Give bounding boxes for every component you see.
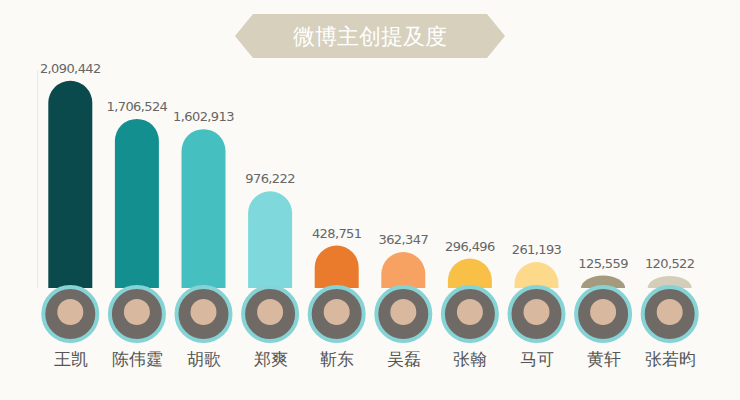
avatar-face xyxy=(657,299,683,325)
x-tick-label: 王凯 xyxy=(54,349,88,369)
x-tick-label: 郑爽 xyxy=(254,349,288,369)
avatar-face xyxy=(590,299,616,325)
data-label: 976,222 xyxy=(245,171,295,186)
data-label: 428,751 xyxy=(312,226,362,241)
bar xyxy=(381,252,425,288)
avatar xyxy=(43,287,97,341)
data-label: 1,602,913 xyxy=(173,109,234,124)
data-label: 2,090,442 xyxy=(40,61,101,76)
x-axis-line xyxy=(38,341,704,342)
avatar xyxy=(510,287,564,341)
x-tick: 陈伟霆 xyxy=(112,341,163,369)
avatar-face xyxy=(524,299,550,325)
avatar-face xyxy=(390,299,416,325)
avatar xyxy=(376,287,430,341)
y-axis-line xyxy=(37,71,38,289)
x-tick-label: 张翰 xyxy=(453,349,487,369)
data-label: 296,496 xyxy=(445,239,495,254)
avatar-face xyxy=(257,299,283,325)
avatar xyxy=(243,287,297,341)
x-tick: 郑爽 xyxy=(254,341,288,369)
bars xyxy=(48,81,691,288)
x-tick: 靳东 xyxy=(320,341,354,369)
title: 微博主创提及度 xyxy=(293,24,447,49)
chart: 微博主创提及度 2,090,442 1,706,524 1,602,913 976,22… xyxy=(0,0,740,400)
avatar-face xyxy=(57,299,83,325)
avatar xyxy=(110,287,164,341)
avatar-face xyxy=(457,299,483,325)
avatar-face xyxy=(124,299,150,325)
x-tick-label: 张若昀 xyxy=(645,349,696,369)
x-tick: 马可 xyxy=(520,341,554,369)
x-tick: 胡歌 xyxy=(187,341,221,369)
x-tick: 吴磊 xyxy=(387,341,421,369)
bar xyxy=(248,191,292,288)
data-labels: 2,090,442 1,706,524 1,602,913 976,222 428,75… xyxy=(40,61,695,271)
x-tick: 王凯 xyxy=(54,341,88,369)
bar xyxy=(115,119,159,288)
x-tick: 张翰 xyxy=(453,341,487,369)
x-tick-label: 陈伟霆 xyxy=(112,349,163,369)
data-label: 261,193 xyxy=(512,242,562,257)
data-label: 362,347 xyxy=(379,232,429,247)
x-tick-label: 胡歌 xyxy=(187,349,221,369)
bar xyxy=(182,129,226,288)
x-axis: 王凯 陈伟霆 胡歌 郑爽 靳东 吴磊 张翰 马可 黄轩 张若昀 xyxy=(38,341,704,369)
x-tick: 张若昀 xyxy=(645,341,696,369)
x-tick: 黄轩 xyxy=(587,341,621,369)
avatar xyxy=(310,287,364,341)
x-tick-label: 吴磊 xyxy=(387,349,421,369)
title-banner xyxy=(235,14,505,58)
y-axis xyxy=(37,71,38,289)
avatar xyxy=(576,287,630,341)
bar xyxy=(515,262,559,288)
data-label: 120,522 xyxy=(645,256,695,271)
x-tick-label: 黄轩 xyxy=(587,349,621,369)
data-label: 1,706,524 xyxy=(107,99,168,114)
avatar xyxy=(443,287,497,341)
data-label: 125,559 xyxy=(578,256,628,271)
avatar xyxy=(643,287,697,341)
bar xyxy=(48,81,92,288)
bar xyxy=(448,259,492,288)
avatar-face xyxy=(324,299,350,325)
background xyxy=(0,0,740,400)
avatar xyxy=(177,287,231,341)
avatar-face xyxy=(191,299,217,325)
x-tick-label: 靳东 xyxy=(320,349,354,369)
x-tick-label: 马可 xyxy=(520,349,554,369)
avatars xyxy=(43,287,696,341)
bar xyxy=(315,246,359,288)
